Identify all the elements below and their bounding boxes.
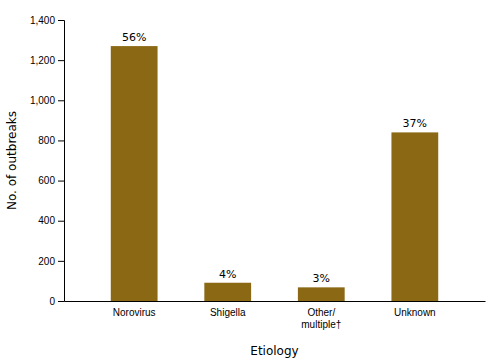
tick-mark	[58, 20, 64, 21]
tick: 800	[38, 135, 64, 146]
x-axis: Norovirus Shigella Other/multiple† Unknown	[65, 302, 486, 330]
tick-label: 400	[38, 215, 55, 226]
tick-mark	[58, 221, 64, 222]
tick-mark	[58, 60, 64, 61]
tick-label: Shigella	[210, 307, 246, 318]
tick: 400	[38, 215, 64, 226]
y-axis: 0 200 400 600 800 1,000 1,200 1,400	[30, 15, 65, 307]
bar	[111, 46, 158, 301]
tick-mark	[58, 181, 64, 182]
tick-label-line: Norovirus	[113, 307, 156, 318]
tick: Other/multiple†	[301, 307, 341, 330]
tick: Norovirus	[113, 307, 156, 318]
tick-label-line: multiple†	[301, 319, 341, 330]
tick-label: 0	[49, 296, 55, 307]
tick-label: 800	[38, 135, 55, 146]
tick-label: 600	[38, 175, 55, 186]
tick-label: 1,400	[30, 15, 55, 26]
tick-label-line: Unknown	[394, 307, 436, 318]
tick: Shigella	[210, 307, 246, 318]
tick: 1,000	[30, 95, 64, 106]
data-label: 37%	[403, 117, 427, 130]
tick-label: Norovirus	[113, 307, 156, 318]
tick-label: 200	[38, 256, 55, 267]
tick-label: Other/multiple†	[301, 307, 341, 330]
tick-label-line: Shigella	[210, 307, 246, 318]
tick-mark	[58, 261, 64, 262]
tick-label-line: Other/	[307, 307, 335, 318]
tick: 0	[49, 296, 64, 307]
tick-label: Unknown	[394, 307, 436, 318]
data-label: 4%	[219, 268, 236, 281]
data-label: 56%	[122, 31, 146, 44]
bars	[111, 46, 438, 301]
bar	[298, 287, 345, 301]
tick-mark	[58, 301, 64, 302]
tick-label: 1,000	[30, 95, 55, 106]
chart: 56% 4% 3% 37% 0 200 400 600 800 1,000 1,200 1,400 No…	[0, 0, 500, 363]
bar	[391, 132, 438, 301]
tick: Unknown	[394, 307, 436, 318]
axis-line	[65, 301, 486, 302]
tick-label: 1,200	[30, 55, 55, 66]
data-label: 3%	[313, 272, 330, 285]
bar	[204, 283, 251, 301]
tick: 1,200	[30, 55, 64, 66]
tick: 600	[38, 175, 64, 186]
tick: 200	[38, 256, 64, 267]
x-axis-title: Etiology	[250, 344, 298, 358]
y-axis-title: No. of outbreaks	[5, 111, 19, 210]
tick: 1,400	[30, 15, 64, 26]
axis-line	[58, 21, 65, 302]
plot: 56% 4% 3% 37% 0 200 400 600 800 1,000 1,200 1,400 No…	[30, 15, 486, 330]
data-labels: 56% 4% 3% 37%	[122, 31, 427, 285]
tick-mark	[58, 100, 64, 101]
tick-mark	[58, 140, 64, 141]
